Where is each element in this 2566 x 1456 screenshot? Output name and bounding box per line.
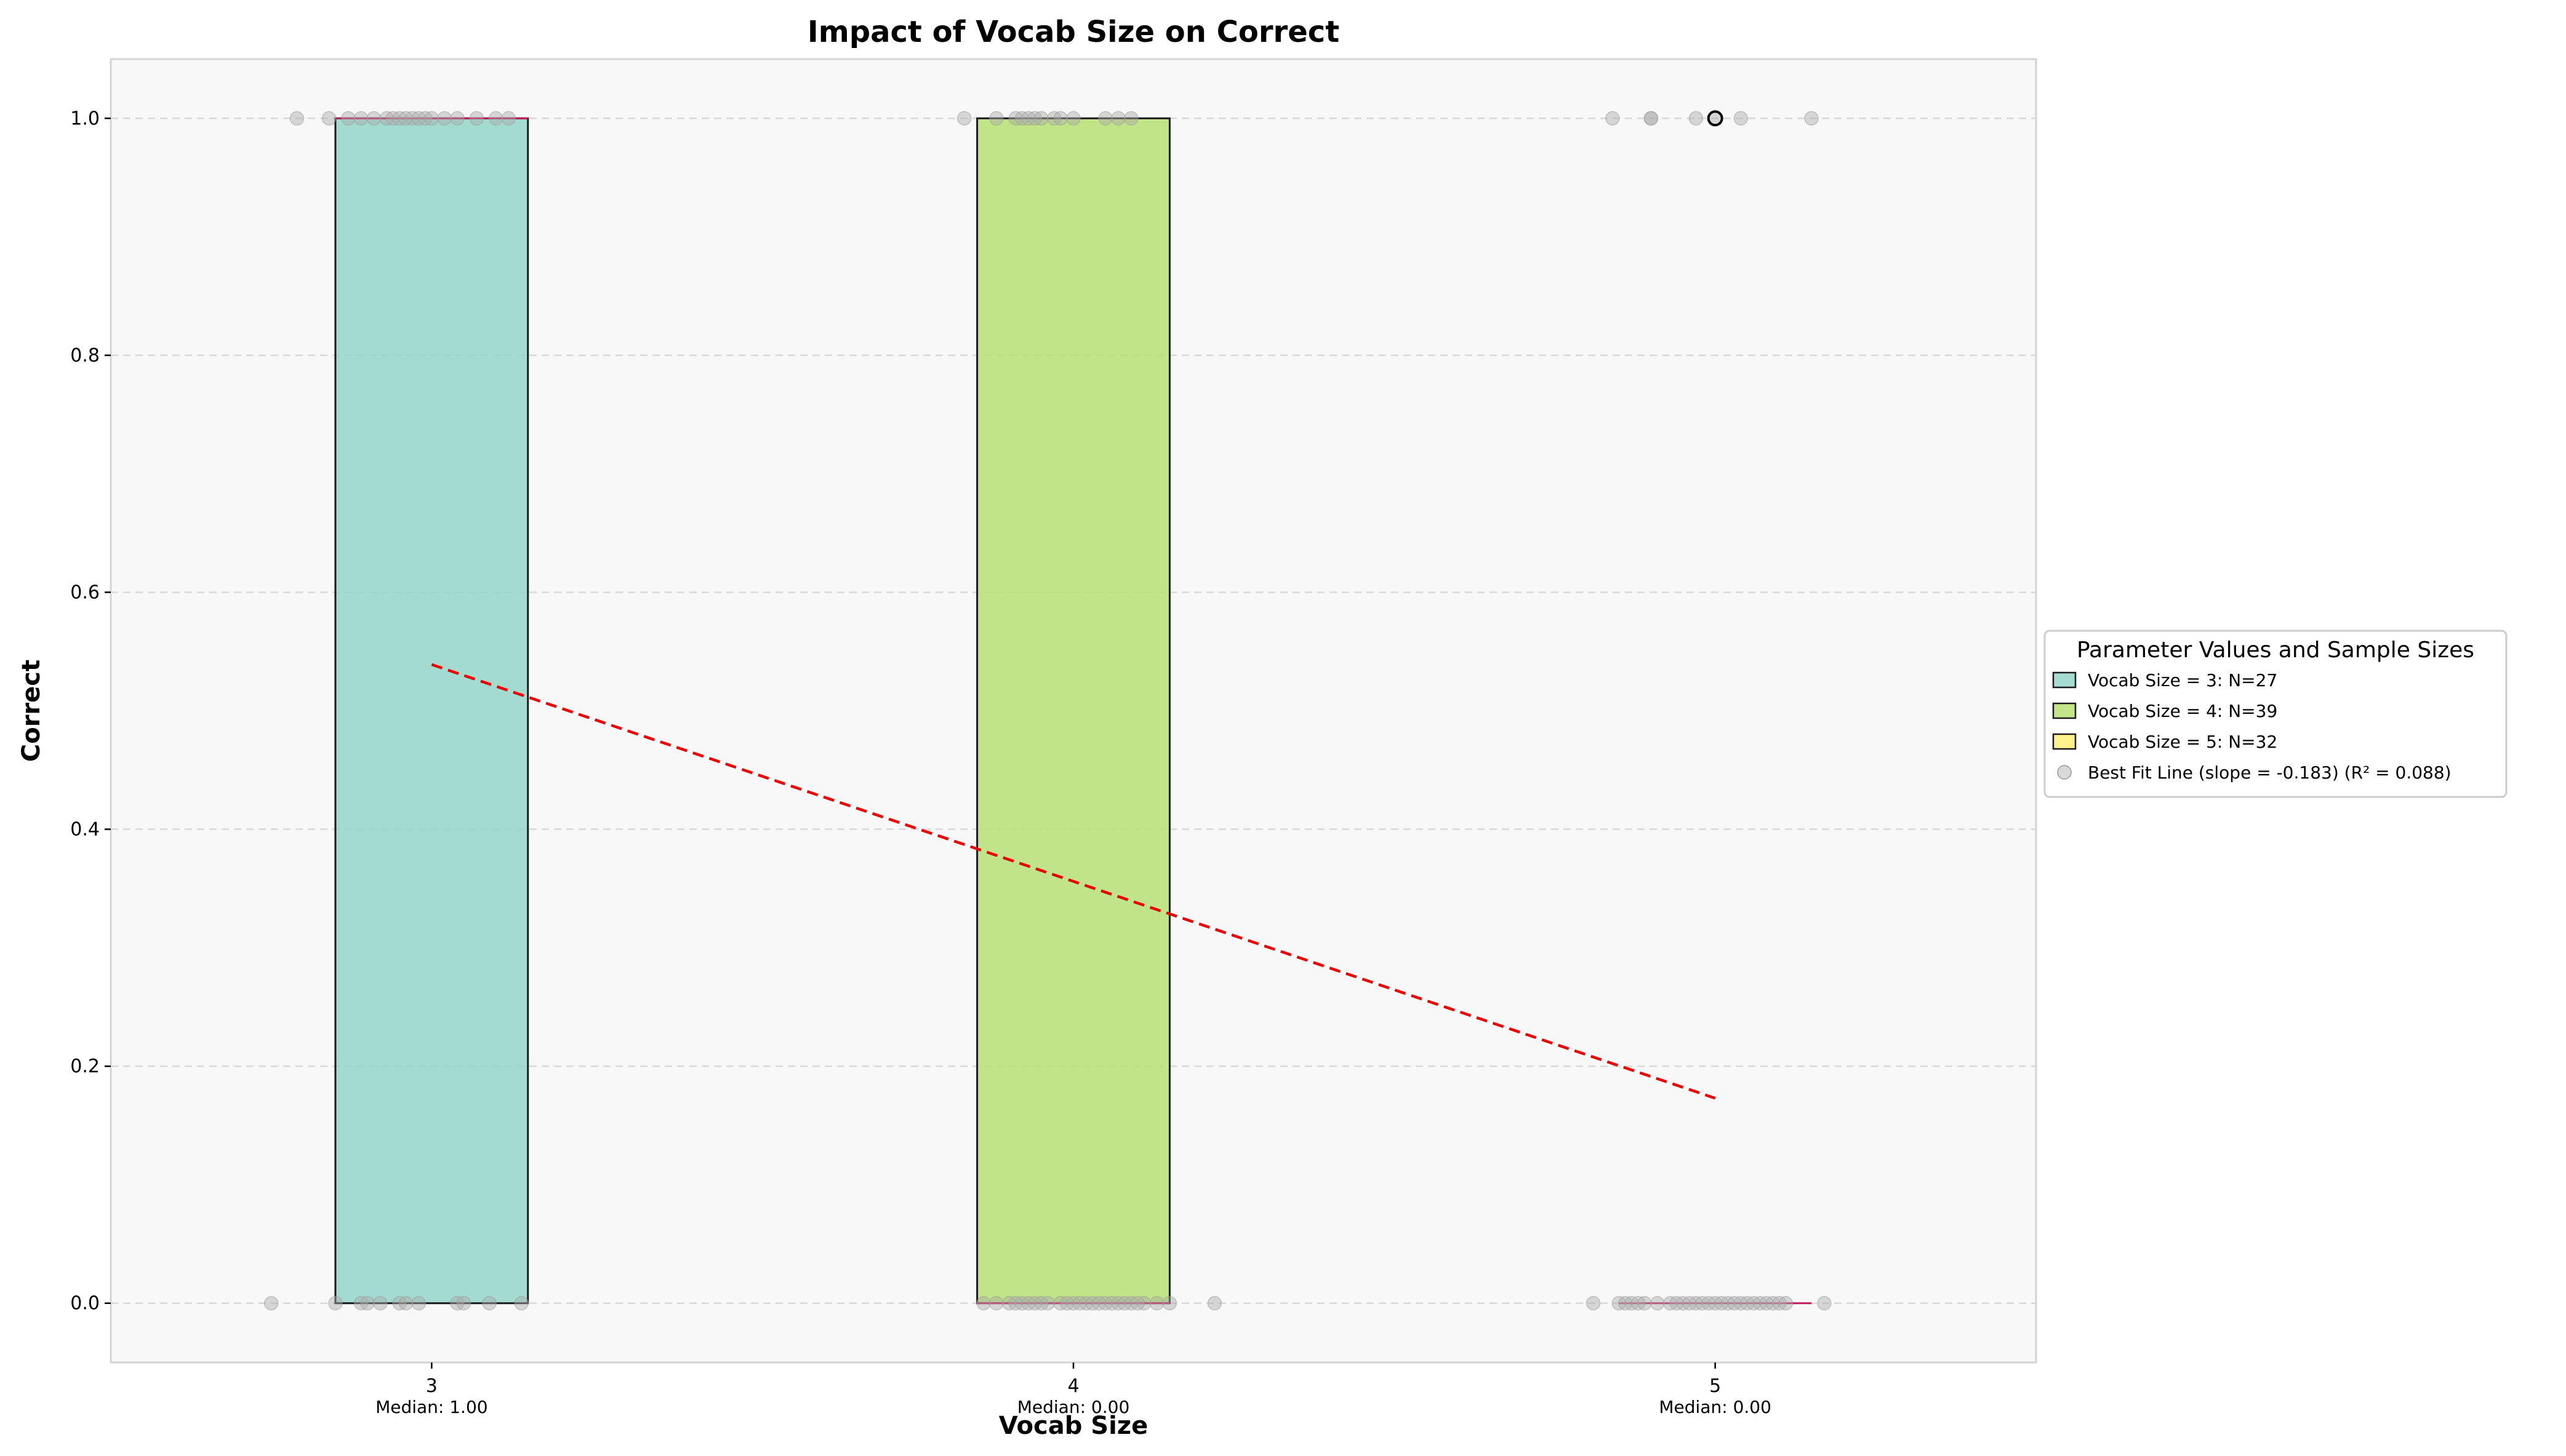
legend-title: Parameter Values and Sample Sizes (2077, 638, 2474, 663)
data-point (321, 111, 337, 126)
data-point (1688, 111, 1704, 126)
box (976, 117, 1171, 1305)
boxes (334, 117, 1171, 1305)
data-point (360, 1295, 375, 1311)
data-point (1586, 1295, 1601, 1311)
data-point (289, 111, 305, 126)
data-point (1091, 1295, 1107, 1311)
data-point (956, 111, 972, 126)
legend-label: Best Fit Line (slope = -0.183) (R² = 0.0… (2088, 762, 2452, 783)
legend-label: Vocab Size = 4: N=39 (2088, 701, 2277, 721)
y-ticks: 0.0 0.2 0.4 0.6 0.8 1.0 (70, 108, 111, 1314)
legend: Parameter Values and Sample Sizes Vocab … (2043, 630, 2508, 798)
legend-swatch (2052, 702, 2077, 719)
data-point (482, 1295, 497, 1311)
data-point (398, 1295, 414, 1311)
data-point (1669, 1295, 1684, 1311)
data-point (1643, 111, 1659, 126)
legend-swatch (2052, 733, 2077, 750)
legend-frame (2043, 630, 2508, 798)
data-point (1098, 111, 1113, 126)
data-point (989, 1295, 1004, 1311)
median-label: Median: 0.00 (1659, 1397, 1771, 1417)
data-point (1162, 1295, 1177, 1311)
data-point (1117, 1295, 1133, 1311)
y-tick-label: 0.4 (70, 819, 100, 841)
data-point (341, 111, 356, 126)
y-tick-label: 1.0 (70, 108, 100, 129)
x-tick-label: 5 (1709, 1375, 1721, 1397)
data-point (1817, 1295, 1832, 1311)
chart-title: Impact of Vocab Size on Correct (808, 15, 1339, 49)
y-axis-label: Correct (17, 660, 46, 762)
box (334, 117, 529, 1305)
data-point (1682, 1295, 1697, 1311)
data-point (1072, 1295, 1088, 1311)
legend-swatch (2052, 671, 2077, 689)
data-point (1124, 111, 1139, 126)
data-point (514, 1295, 529, 1311)
median-label: Median: 1.00 (375, 1397, 488, 1417)
data-point (456, 1295, 471, 1311)
outliers (1707, 110, 1723, 127)
data-point (1618, 1295, 1633, 1311)
x-tick-label: 3 (426, 1375, 438, 1397)
data-point (1111, 111, 1126, 126)
data-point (1008, 1295, 1023, 1311)
y-tick-label: 0.6 (70, 582, 100, 603)
fit-line-group (431, 663, 1716, 1100)
data-point (1733, 111, 1749, 126)
y-tick-label: 0.0 (70, 1293, 100, 1314)
data-point (437, 111, 452, 126)
data-point (501, 111, 516, 126)
jitter-points (263, 111, 1832, 1311)
data-point (263, 1295, 279, 1311)
y-tick-label: 0.8 (70, 345, 100, 366)
y-tick-label: 0.2 (70, 1056, 100, 1078)
data-point (1630, 1295, 1646, 1311)
data-point (424, 111, 439, 126)
data-point (353, 111, 369, 126)
data-point (1650, 1295, 1665, 1311)
median-label: Median: 0.00 (1017, 1397, 1130, 1417)
data-point (1605, 111, 1620, 126)
data-point (469, 111, 484, 126)
x-tick-label: 4 (1067, 1375, 1079, 1397)
x-axis-label: Vocab Size (999, 1412, 1148, 1440)
legend-label: Vocab Size = 3: N=27 (2088, 670, 2277, 690)
data-point (1804, 111, 1819, 126)
data-point (366, 111, 382, 126)
data-point (1149, 1295, 1165, 1311)
data-point (1034, 111, 1049, 126)
fit-line (431, 663, 1716, 1100)
data-point (1130, 1295, 1145, 1311)
data-point (328, 1295, 343, 1311)
data-point (1040, 1295, 1056, 1311)
data-point (976, 1295, 991, 1311)
data-point (411, 1295, 427, 1311)
data-point (1778, 1295, 1794, 1311)
data-point (373, 1295, 388, 1311)
data-point (1066, 111, 1081, 126)
data-point (1053, 111, 1068, 126)
data-point (450, 111, 465, 126)
outlier-marker (1707, 110, 1723, 127)
data-point (1104, 1295, 1120, 1311)
data-point (1207, 1295, 1222, 1311)
data-point (989, 111, 1004, 126)
data-point (488, 111, 503, 126)
legend-marker (2057, 765, 2072, 780)
legend-label: Vocab Size = 5: N=32 (2088, 732, 2277, 752)
